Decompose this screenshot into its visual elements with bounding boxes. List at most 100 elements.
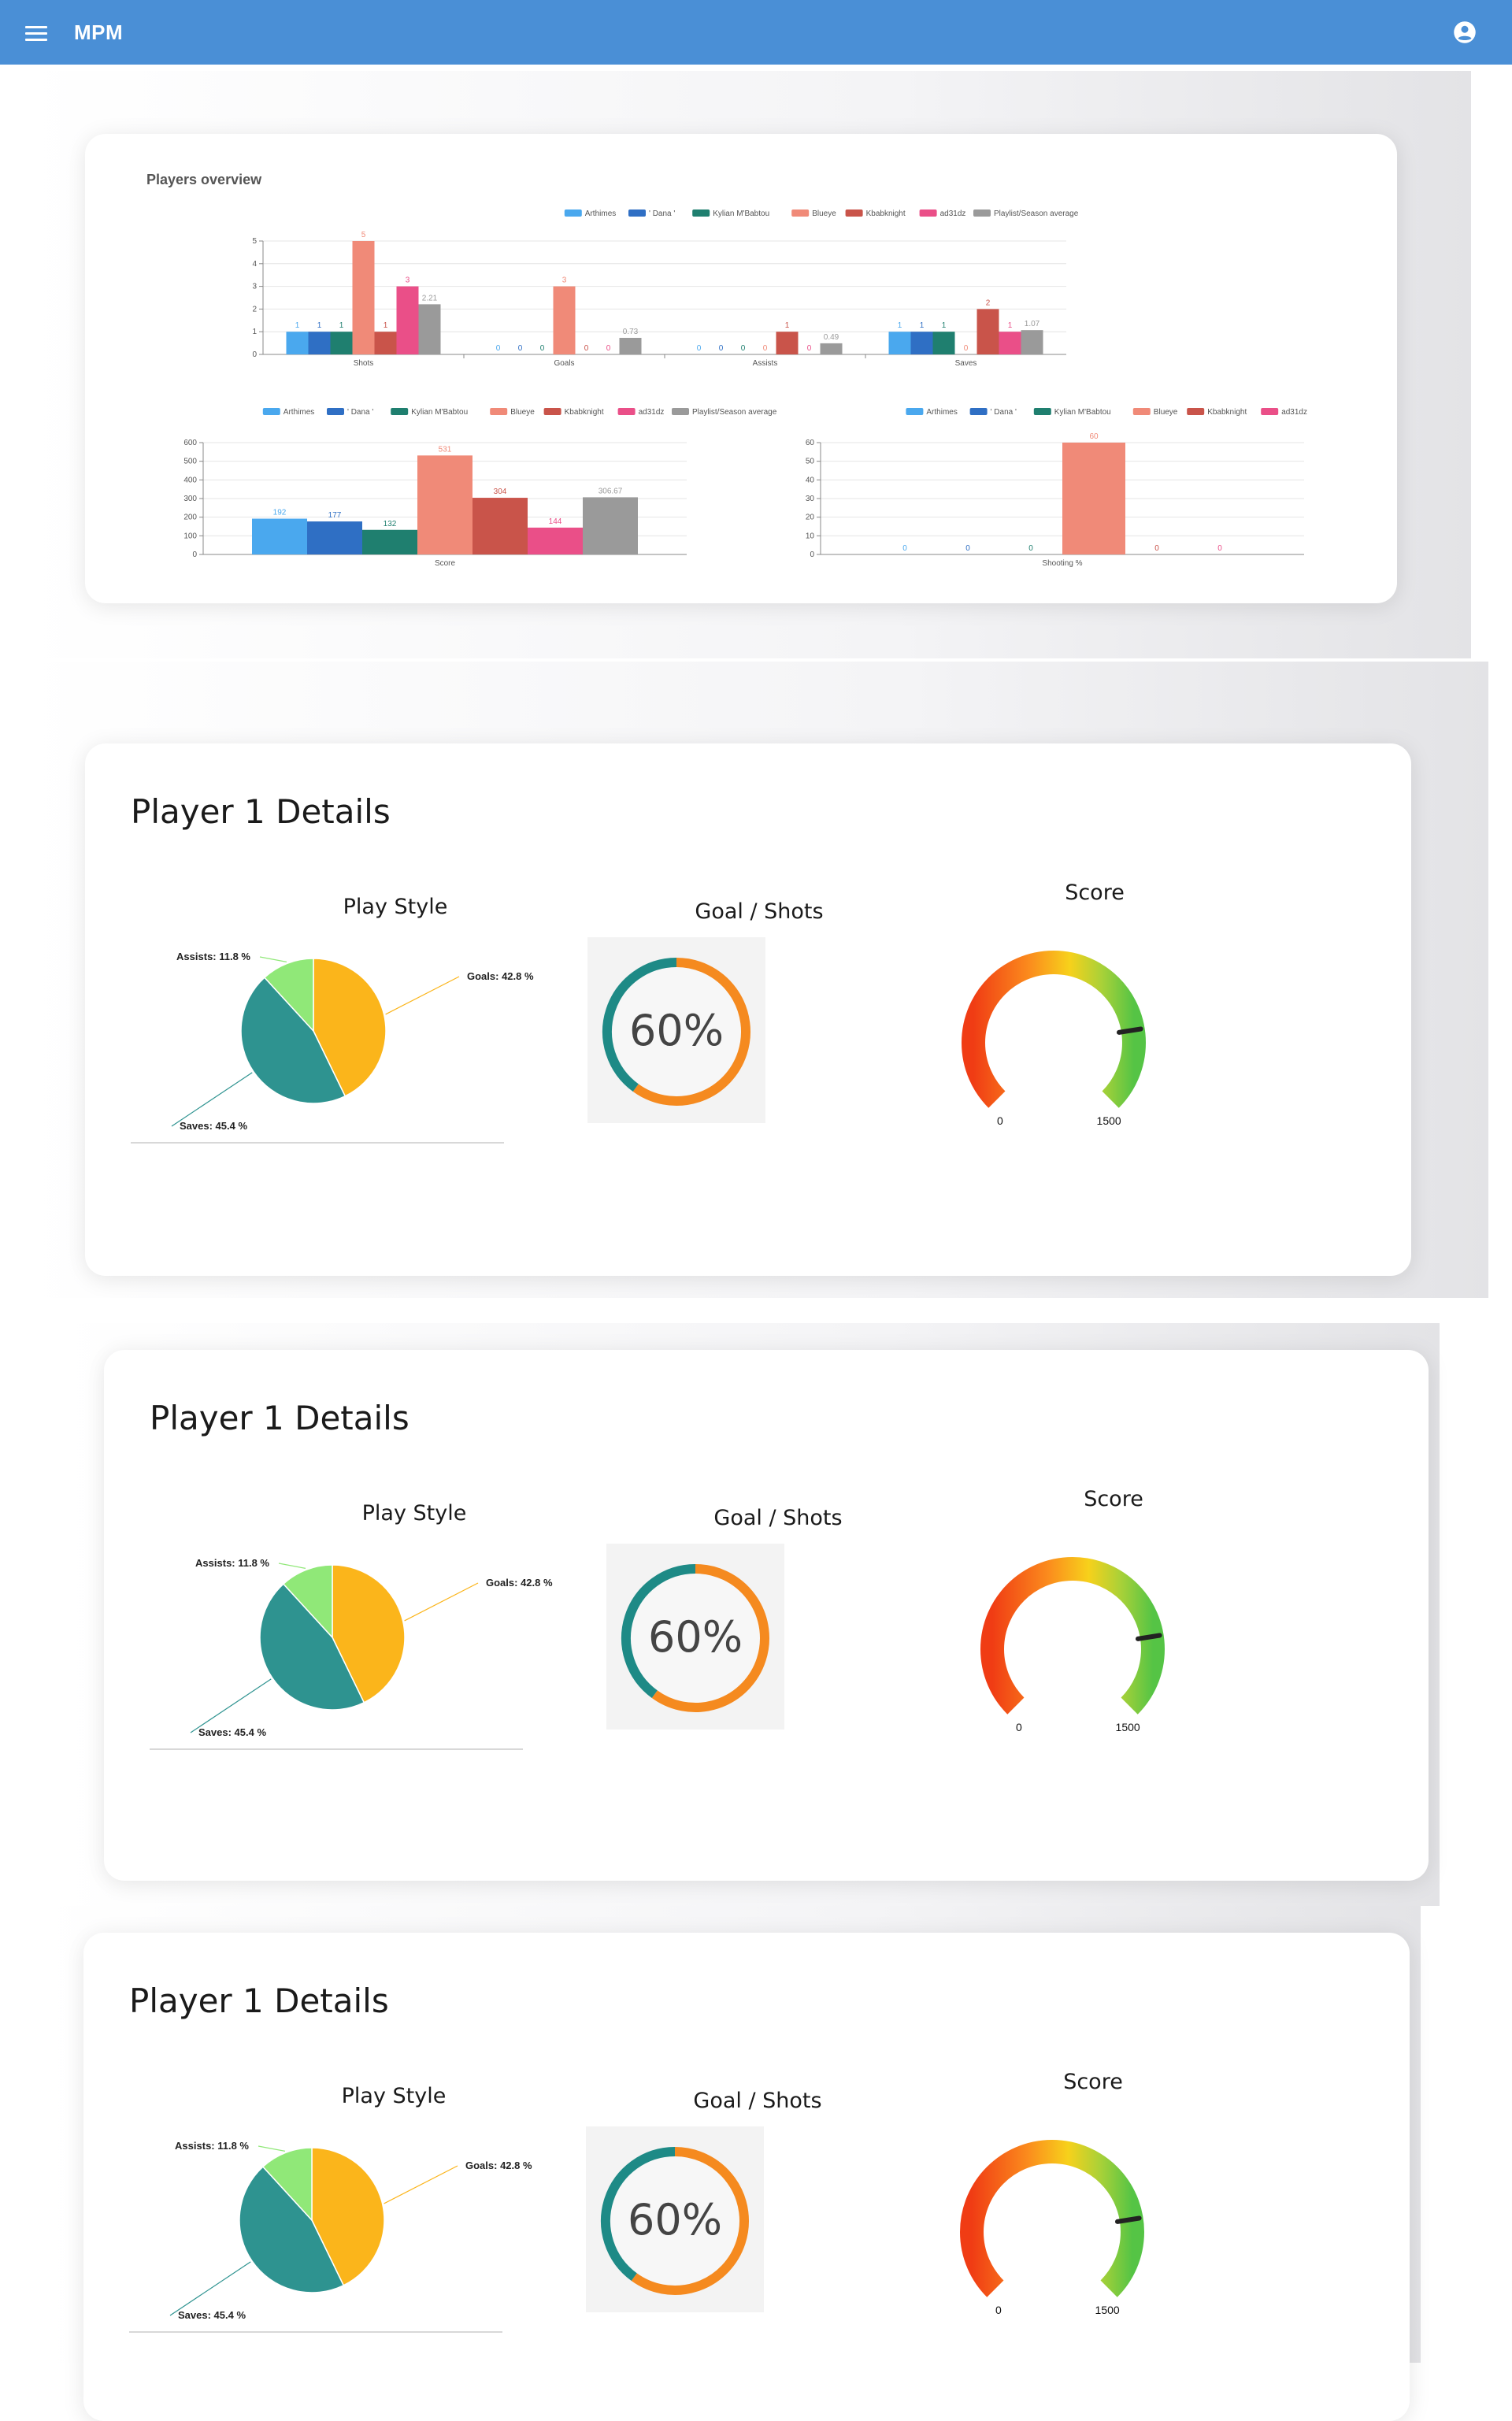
- donut-rest-arc: [621, 1564, 696, 1699]
- legend-label: Kylian M'Babtou: [713, 209, 769, 218]
- pie-slice: [240, 977, 346, 1104]
- pie-leader-line: [190, 1678, 272, 1733]
- menu-icon[interactable]: [25, 22, 47, 43]
- bar: [619, 337, 642, 354]
- bar-value-label: 0: [496, 344, 501, 353]
- legend-swatch: [1187, 408, 1205, 415]
- legend-score: Arthimes ' Dana ' Kylian M'Babtou Blueye Kba…: [262, 408, 777, 417]
- bar-value-label: 3: [562, 276, 567, 285]
- bar-value-label: 0: [763, 344, 768, 353]
- bar: [888, 332, 911, 354]
- bar-value-label: 132: [384, 520, 397, 528]
- legend-swatch: [692, 209, 710, 217]
- legend-label: Arthimes: [926, 408, 957, 417]
- legend-label: Blueye: [510, 408, 535, 417]
- pie-slice: [311, 2147, 385, 2286]
- play-style-title: Play Style: [343, 895, 448, 919]
- goal-shots-title: Goal / Shots: [695, 899, 824, 924]
- legend-label: ' Dana ': [347, 408, 373, 417]
- overview-charts: Arthimes ' Dana ' Kylian M'Babtou Blueye Kba…: [183, 209, 1307, 568]
- bar-value-label: 5: [361, 231, 366, 239]
- bar-value-label: 0: [741, 344, 746, 353]
- bar-value-label: 0: [584, 344, 589, 353]
- bar: [528, 527, 583, 554]
- pie-slice-label: Assists: 11.8 %: [175, 2140, 249, 2152]
- gauge-min-label: 0: [1016, 1721, 1022, 1733]
- player-title: Player 1 Details: [129, 1982, 389, 2020]
- pie-leader-line: [404, 1582, 479, 1622]
- gauge-max-label: 1500: [1095, 2304, 1120, 2316]
- account-circle-icon[interactable]: [1453, 20, 1477, 44]
- bar-value-label: 0: [1217, 544, 1222, 553]
- gauge-arc: [960, 2140, 1144, 2297]
- bar-value-label: 2: [986, 298, 991, 307]
- pie-underline: [150, 1748, 523, 1750]
- y-tick-label: 20: [806, 513, 815, 522]
- pie-leader-line: [169, 2261, 251, 2316]
- play-style-pie-chart: Goals: 42.8 % Saves: 45.4 % Assists: 11.8 …: [171, 951, 534, 1132]
- bar-value-label: 177: [328, 511, 342, 520]
- bar-value-label: 1: [898, 321, 902, 330]
- y-tick-label: 10: [806, 532, 815, 540]
- bar-value-label: 1: [384, 321, 388, 330]
- bar-value-label: 531: [439, 445, 452, 454]
- pie-slice: [261, 2147, 313, 2222]
- pie-slice-label: Goals: 42.8 %: [465, 2160, 532, 2171]
- bar: [252, 518, 307, 554]
- bar-value-label: 3: [406, 276, 410, 285]
- bar-value-label: 192: [273, 509, 287, 517]
- score-title: Score: [1065, 881, 1125, 905]
- score-title: Score: [1063, 2070, 1123, 2094]
- bar-value-label: 0.49: [824, 333, 839, 342]
- goal-shots-title: Goal / Shots: [693, 2089, 822, 2113]
- x-tick-label: Saves: [955, 359, 977, 368]
- donut-rest-arc: [601, 2147, 676, 2282]
- gauge-min-label: 0: [997, 1114, 1003, 1127]
- x-tick-label: Shots: [354, 359, 374, 368]
- y-tick-label: 500: [183, 458, 197, 466]
- legend-label: Blueye: [812, 209, 836, 218]
- score-gauge: 0 1500: [980, 1557, 1165, 1733]
- legend-swatch: [845, 209, 863, 217]
- bar: [286, 332, 309, 354]
- y-tick-label: 5: [252, 237, 257, 246]
- legend-swatch: [543, 408, 561, 415]
- pie-leader-line: [258, 2145, 286, 2152]
- bar-value-label: 0: [1154, 544, 1159, 553]
- goal-shots-donut: [621, 1564, 769, 1712]
- pie-slice: [332, 1564, 406, 1704]
- goal-shots-donut: [601, 2147, 749, 2295]
- pie-leader-line: [171, 1072, 253, 1127]
- pie-underline: [131, 1142, 504, 1144]
- bar-value-label: 1: [785, 321, 790, 330]
- x-tick-label: Goals: [554, 359, 574, 368]
- donut-rest-arc: [602, 958, 677, 1092]
- bar-value-label: 0.73: [623, 328, 639, 336]
- legend-swatch: [617, 408, 636, 415]
- pie-slice: [239, 2166, 345, 2293]
- pie-slice-label: Goals: 42.8 %: [467, 970, 534, 982]
- legend-swatch: [919, 209, 937, 217]
- legend-label: Kylian M'Babtou: [1054, 408, 1111, 417]
- bar: [1062, 443, 1125, 554]
- y-tick-label: 600: [183, 439, 197, 447]
- legend-top: Arthimes ' Dana ' Kylian M'Babtou Blueye Kba…: [564, 209, 1079, 218]
- bar: [418, 304, 441, 354]
- legend-swatch: [906, 408, 924, 415]
- legend-swatch: [391, 408, 409, 415]
- pie-slice: [263, 958, 314, 1033]
- gauge-arc: [980, 1557, 1165, 1715]
- bar-value-label: 1: [920, 321, 925, 330]
- legend-label: ' Dana ': [649, 209, 675, 218]
- player-details-card: Player 1 Details Play Style Goal / Shots Sc…: [85, 743, 1411, 1276]
- legend-label: Kbabknight: [565, 408, 604, 417]
- pie-leader-line: [384, 2165, 458, 2204]
- bar: [417, 455, 472, 554]
- legend-label: ad31dz: [940, 209, 966, 218]
- bar-value-label: 1.07: [1025, 320, 1040, 328]
- donut-value-arc: [632, 958, 750, 1106]
- legend-label: ad31dz: [1281, 408, 1307, 417]
- legend-swatch: [1261, 408, 1279, 415]
- bar-value-label: 1: [339, 321, 344, 330]
- legend-label: Playlist/Season average: [692, 408, 777, 417]
